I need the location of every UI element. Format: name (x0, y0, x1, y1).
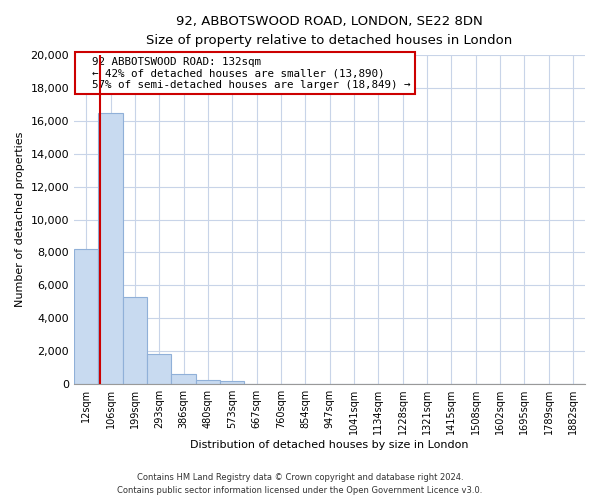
Text: 92 ABBOTSWOOD ROAD: 132sqm
  ← 42% of detached houses are smaller (13,890)
  57%: 92 ABBOTSWOOD ROAD: 132sqm ← 42% of deta… (79, 57, 410, 90)
Bar (172, 374, 196, 384)
X-axis label: Distribution of detached houses by size in London: Distribution of detached houses by size … (190, 440, 469, 450)
Bar (220, 381, 244, 384)
Text: Contains HM Land Registry data © Crown copyright and database right 2024.
Contai: Contains HM Land Registry data © Crown c… (118, 474, 482, 495)
Bar (74, 249, 98, 384)
Bar (147, 354, 172, 384)
Title: 92, ABBOTSWOOD ROAD, LONDON, SE22 8DN
Size of property relative to detached hous: 92, ABBOTSWOOD ROAD, LONDON, SE22 8DN Si… (146, 15, 512, 47)
Bar (196, 380, 220, 384)
Bar (98, 112, 123, 384)
Y-axis label: Number of detached properties: Number of detached properties (15, 132, 25, 308)
Bar (123, 297, 147, 384)
